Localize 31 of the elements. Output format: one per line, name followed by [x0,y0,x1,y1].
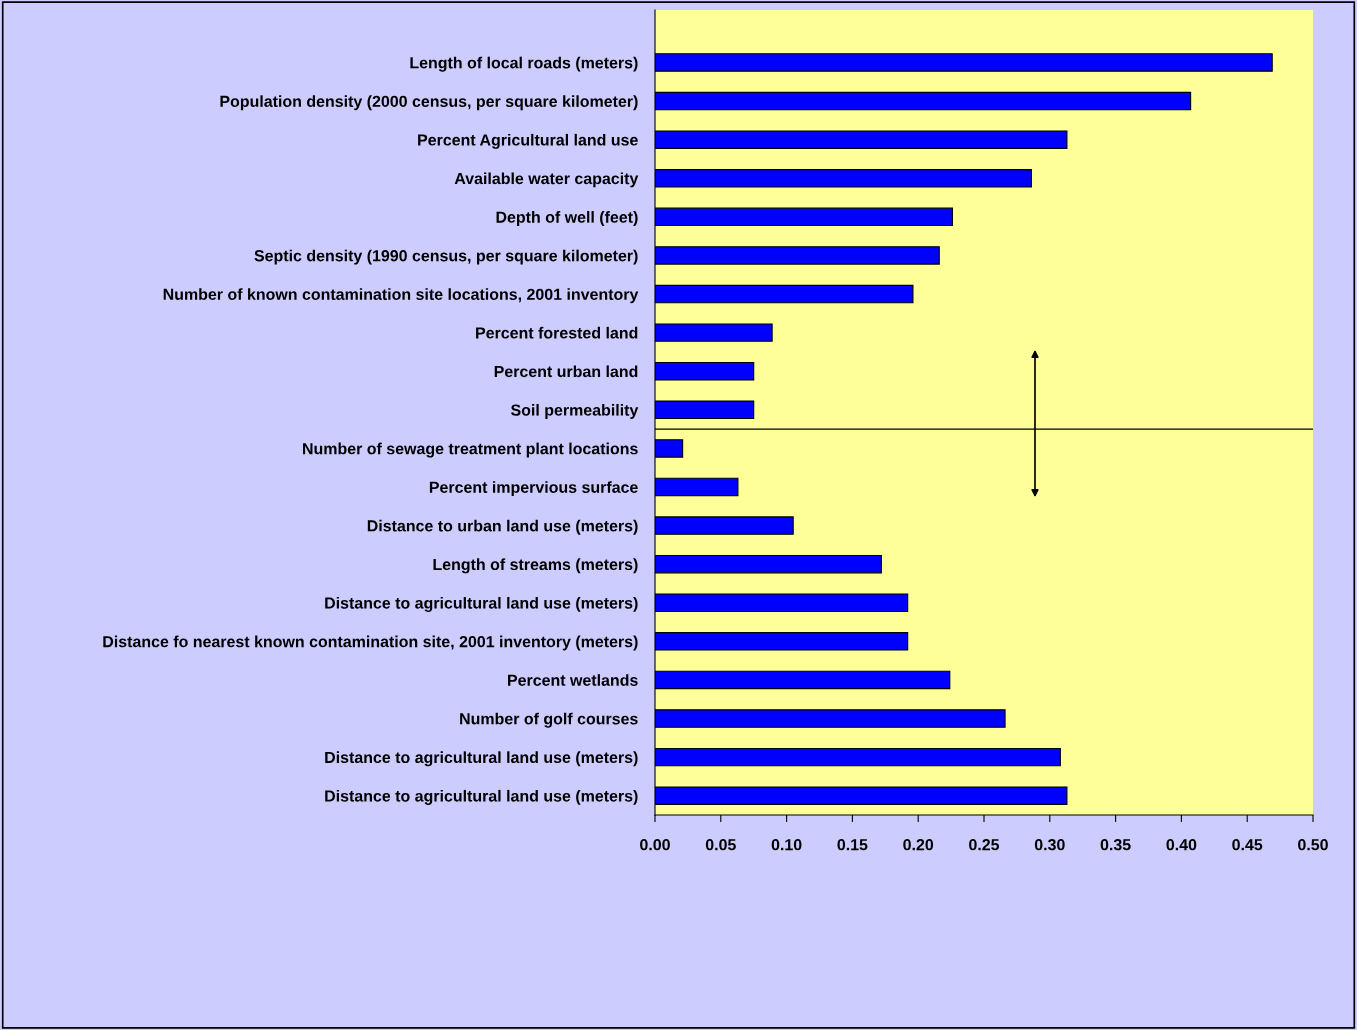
x-tick-label: 0.40 [1166,839,1197,851]
y-tick-label: Number of golf courses [460,712,638,728]
y-tick-label: Distance to agricultural land use (meters) [325,751,638,767]
y-tick-label: Percent Agricultural land use [418,133,638,149]
y-tick-label: Available water capacity [454,172,639,188]
y-tick-label: Number of sewage treatment plant locations [303,442,638,458]
y-tick-label: Septic density (1990 census, per square kilometer) [254,249,638,265]
y-tick-label: Soil permeability [510,404,639,419]
x-tick-label: 0.25 [969,839,1000,851]
y-tick-label: Distance to agricultural land use (meters) [325,789,638,805]
y-tick-label: Percent wetlands [508,674,638,686]
y-tick-label: Distance fo nearest known contamination site, 2001 inventory (meters) [103,635,638,651]
x-tick-label: 0.35 [1100,839,1131,851]
y-tick-label: Population density (2000 census, per square kilometer) [220,95,638,111]
y-tick-label: Distance to urban land use (meters) [367,519,638,535]
y-tick-label: Percent forested land [476,326,638,339]
x-tick-label: 0.05 [705,839,736,851]
x-tick-label: 0.30 [1034,839,1065,851]
y-tick-label: Percent impervious surface [429,481,638,497]
x-tick-label: 0.45 [1232,839,1263,851]
x-tick-label: 0.15 [837,839,868,851]
y-tick-label: Depth of well (feet) [496,211,638,226]
y-tick-label: Number of known contamination site locations, 2001 inventory [163,288,639,304]
x-tick-label: 0.10 [771,839,802,851]
x-tick-label: 0.20 [903,839,934,851]
y-tick-label: Length of local roads (meters) [410,56,638,72]
x-tick-label: 0.00 [640,839,670,851]
y-tick-label: Distance to agricultural land use (meters) [325,596,638,612]
x-tick-label: 0.50 [1298,839,1328,851]
y-tick-label: Percent urban land [494,365,638,378]
y-tick-label: Length of streams (meters) [433,558,638,574]
